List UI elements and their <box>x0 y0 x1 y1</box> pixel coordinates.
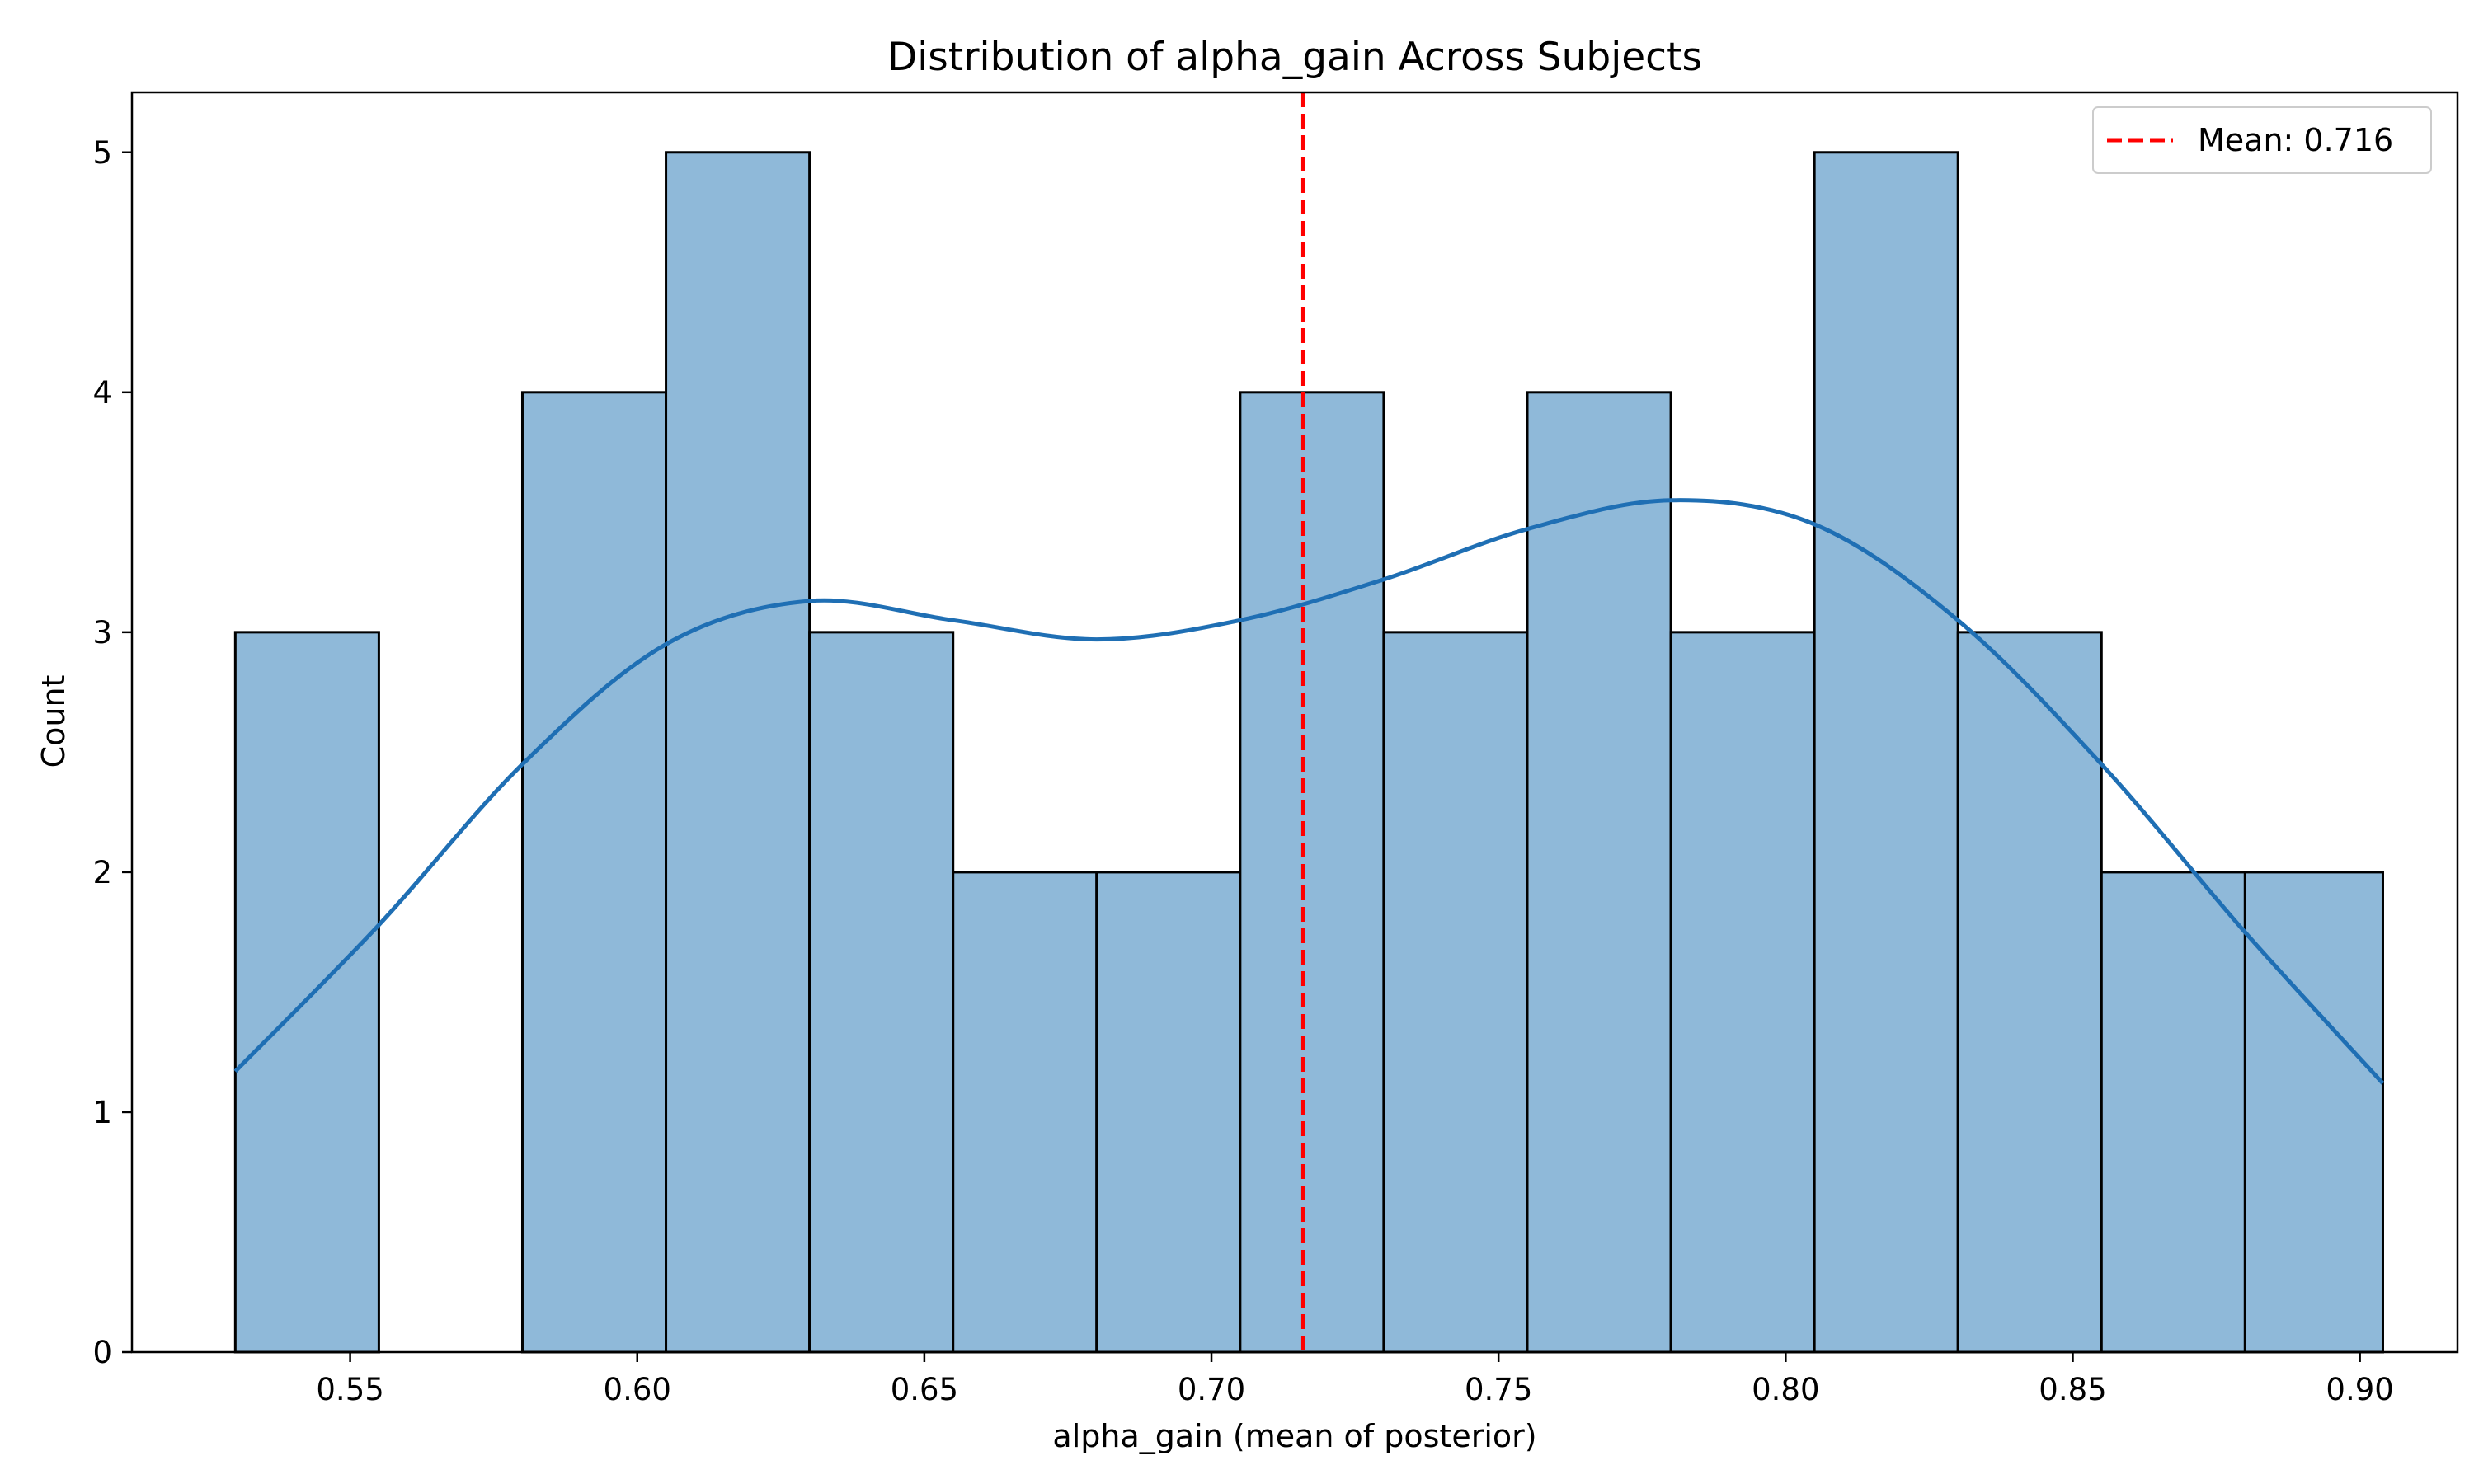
x-tick-label: 0.70 <box>1178 1372 1245 1407</box>
y-tick-label: 2 <box>92 855 112 890</box>
y-tick-label: 0 <box>92 1335 112 1370</box>
x-tick-label: 0.60 <box>604 1372 671 1407</box>
y-tick-label: 1 <box>92 1095 112 1130</box>
plot-frame <box>130 91 2459 1354</box>
x-tick-label: 0.65 <box>891 1372 958 1407</box>
histogram-bar <box>1239 391 1385 1354</box>
x-axis-ticks: 0.55 0.60 0.65 0.70 0.75 0.80 0.85 0.90 <box>316 1352 2394 1407</box>
histogram-bar <box>520 391 668 1354</box>
kde-line <box>233 498 2385 1085</box>
histogram-bar <box>665 151 811 1354</box>
x-tick-label: 0.85 <box>2039 1372 2106 1407</box>
x-tick-label: 0.90 <box>2326 1372 2393 1407</box>
histogram-bars <box>233 151 2384 1354</box>
legend-box <box>2092 106 2432 174</box>
histogram-bar <box>1669 631 1816 1354</box>
x-tick-label: 0.75 <box>1465 1372 1532 1407</box>
legend: Mean: 0.716 <box>2092 106 2432 174</box>
histogram-bar <box>233 631 380 1354</box>
histogram-bar <box>1956 631 2103 1354</box>
histogram-bar <box>2243 871 2384 1354</box>
histogram-bar <box>1095 871 1242 1354</box>
histogram-bar <box>952 871 1098 1354</box>
histogram-bar <box>2100 871 2246 1354</box>
y-tick-label: 4 <box>92 375 112 411</box>
x-axis-label: alpha_gain (mean of posterior) <box>1052 1418 1536 1454</box>
chart-title: Distribution of alpha_gain Across Subjec… <box>887 35 1702 80</box>
x-tick-label: 0.55 <box>316 1372 383 1407</box>
histogram-bar <box>1813 151 1959 1354</box>
y-axis-label: Count <box>35 675 72 768</box>
legend-mean-label: Mean: 0.716 <box>2198 122 2393 158</box>
x-tick-label: 0.80 <box>1752 1372 1819 1407</box>
y-tick-label: 5 <box>92 135 112 171</box>
histogram-bar <box>1526 391 1672 1354</box>
kde-curve <box>233 498 2385 1085</box>
y-axis-ticks: 0 1 2 3 4 5 <box>92 135 132 1370</box>
histogram-bar <box>1382 631 1529 1354</box>
histogram-bar <box>808 631 955 1354</box>
y-tick-label: 3 <box>92 615 112 650</box>
